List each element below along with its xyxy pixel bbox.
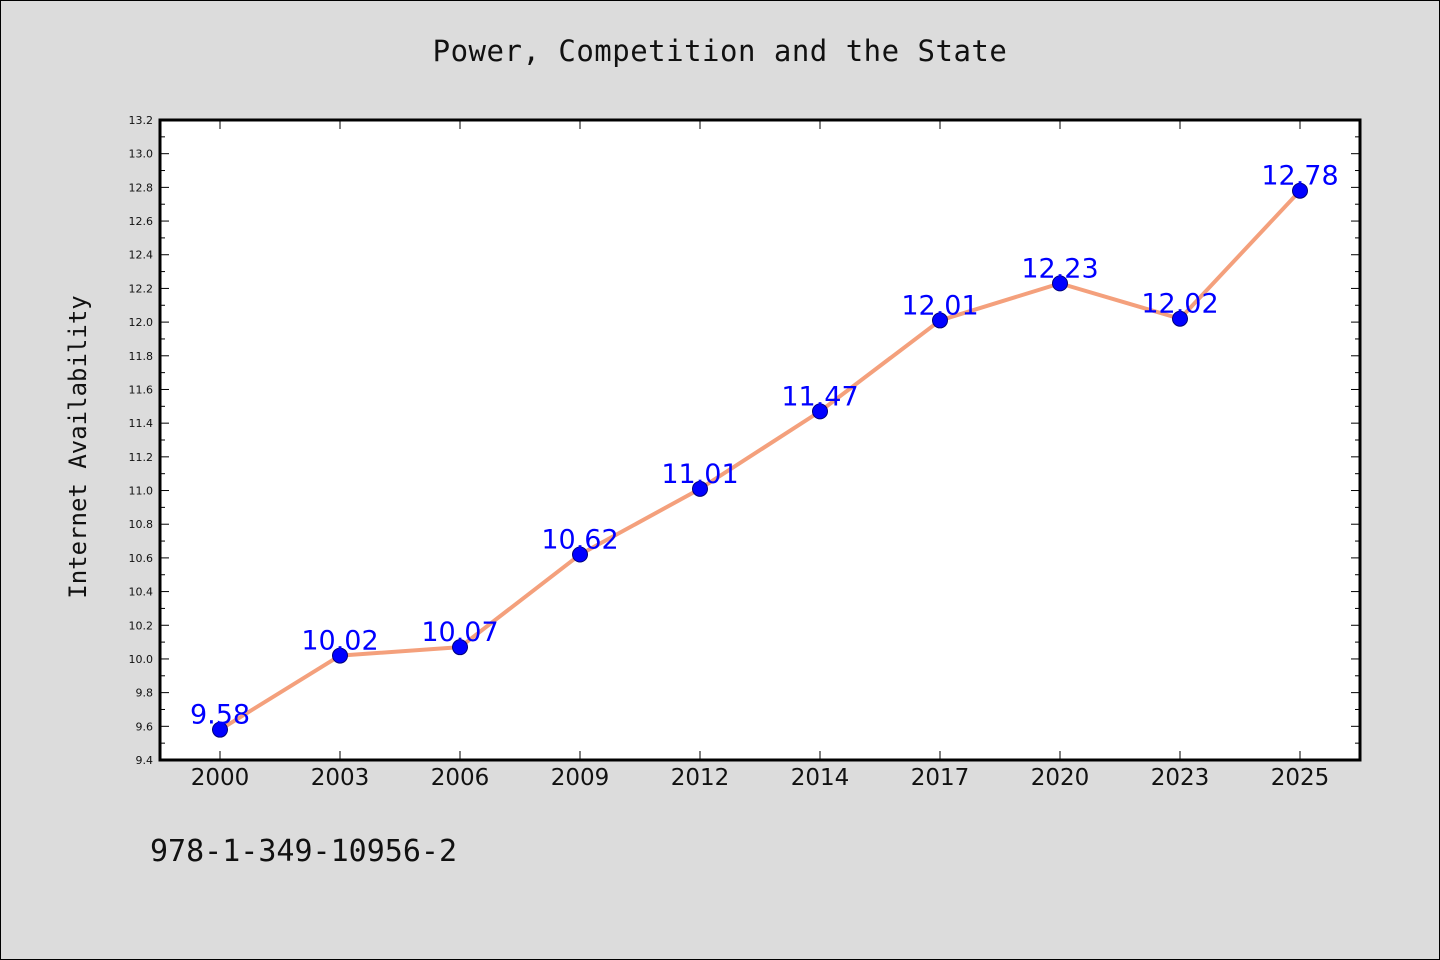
- y-tick-label: 9.6: [136, 720, 154, 733]
- y-tick-label: 9.4: [136, 754, 154, 767]
- data-point: [1172, 310, 1188, 327]
- data-label: 10.02: [301, 626, 378, 657]
- y-tick-label: 12.0: [129, 316, 154, 329]
- y-tick-label: 12.6: [129, 215, 154, 228]
- y-tick-label: 12.8: [129, 181, 154, 194]
- x-tick-label: 2023: [1151, 765, 1210, 791]
- series: 9.58 10.02 10.07 10.62 11.01 11.47 12.01 12.23 1…: [190, 161, 1339, 738]
- x-tick-label: 2017: [911, 765, 970, 791]
- y-tick-label: 9.8: [136, 687, 154, 700]
- y-tick-label: 11.4: [129, 417, 154, 430]
- data-label: 11.01: [661, 459, 738, 490]
- data-point: [332, 647, 348, 664]
- y-tick-label: 10.2: [129, 619, 154, 632]
- data-point: [572, 546, 588, 563]
- data-label: 10.62: [541, 525, 618, 556]
- y-tick-label: 11.0: [129, 485, 154, 498]
- data-point: [692, 480, 708, 497]
- x-tick-label: 2006: [431, 765, 490, 791]
- data-label: 10.07: [421, 617, 498, 648]
- y-tick-label: 11.2: [129, 451, 154, 464]
- data-point: [452, 639, 468, 656]
- data-point: [1052, 275, 1068, 292]
- plot-border: [158, 118, 1362, 762]
- series-line: [218, 189, 1302, 732]
- data-label: 11.47: [781, 381, 858, 412]
- y-tick-label: 10.6: [129, 552, 154, 565]
- data-point: [932, 312, 948, 329]
- data-label: 12.23: [1021, 253, 1098, 284]
- x-tick-label: 2012: [671, 765, 730, 791]
- x-tick-label: 2014: [791, 765, 850, 791]
- y-tick-label: 13.2: [129, 114, 154, 127]
- data-label: 9.58: [190, 700, 250, 731]
- x-tick-label: 2020: [1031, 765, 1090, 791]
- data-label: 12.02: [1141, 289, 1218, 320]
- x-tick-label: 2009: [551, 765, 610, 791]
- data-point: [212, 721, 228, 738]
- y-axis: 9.4 9.6 9.8 10.0 10.2 10.4 10.6 10.8 11.0 11.2 11.…: [129, 114, 1360, 767]
- y-tick-label: 13.0: [129, 148, 154, 161]
- y-tick-label: 12.2: [129, 282, 154, 295]
- data-label: 12.01: [901, 290, 978, 321]
- y-tick-label: 10.8: [129, 518, 154, 531]
- isbn-text: 978-1-349-10956-2: [150, 834, 458, 869]
- chart-title: Power, Competition and the State: [432, 34, 1008, 68]
- y-tick-label: 10.0: [129, 653, 154, 666]
- x-tick-label: 2003: [311, 765, 370, 791]
- y-tick-label: 11.6: [129, 383, 154, 396]
- x-tick-label: 2000: [191, 765, 250, 791]
- y-tick-label: 10.4: [129, 586, 154, 599]
- x-axis: 2000 2003 2006 2009 2012 2014 2017 2020 2023 2025: [191, 120, 1330, 791]
- x-tick-label: 2025: [1271, 765, 1330, 791]
- data-label: 12.78: [1261, 161, 1338, 192]
- data-point: [812, 403, 828, 420]
- data-point: [1292, 182, 1308, 199]
- plot-area: [160, 120, 1360, 760]
- y-tick-label: 12.4: [129, 249, 154, 262]
- y-tick-label: 11.8: [129, 350, 154, 363]
